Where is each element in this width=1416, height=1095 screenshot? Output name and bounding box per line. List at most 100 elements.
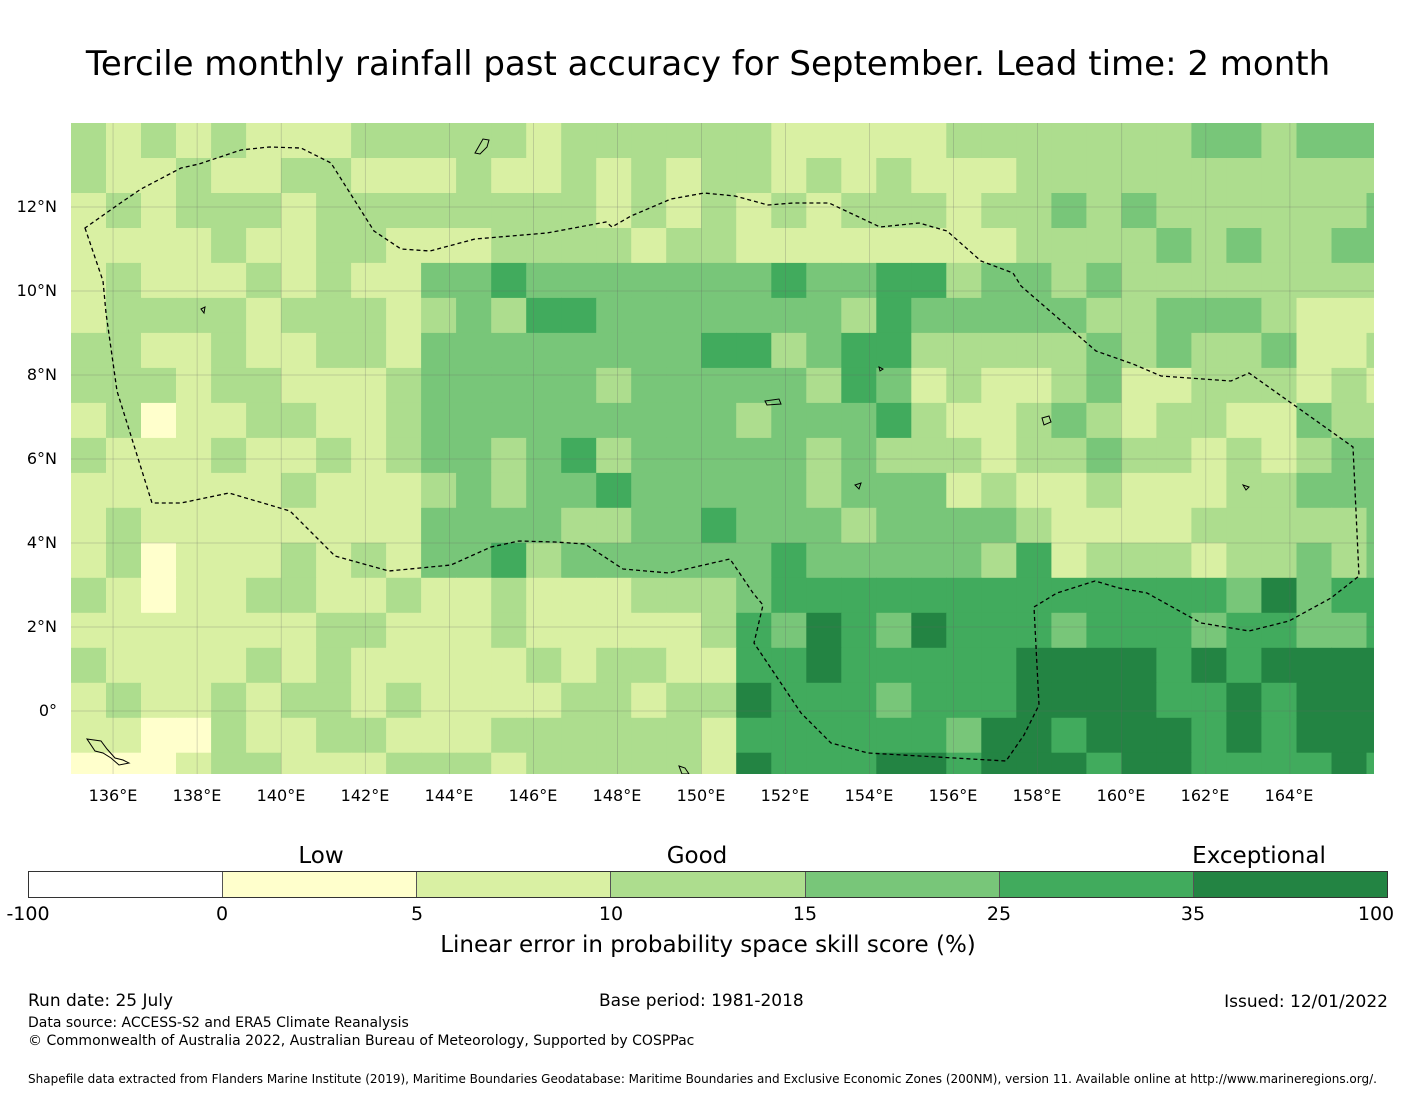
- skill-grid-cell: [631, 332, 667, 369]
- skill-grid-cell: [526, 123, 562, 159]
- skill-grid-cell: [841, 228, 877, 264]
- skill-grid-cell: [1191, 193, 1227, 229]
- skill-grid-cell: [141, 262, 177, 299]
- skill-grid-cell: [211, 577, 247, 614]
- skill-grid-cell: [911, 367, 947, 404]
- skill-grid-cell: [316, 123, 352, 159]
- skill-colorbar: [28, 871, 1388, 898]
- skill-grid-cell: [1121, 158, 1157, 194]
- skill-grid-cell: [351, 158, 387, 194]
- skill-grid-cell: [456, 402, 492, 439]
- skill-grid-cell: [736, 717, 772, 754]
- skill-grid-cell: [981, 682, 1017, 719]
- skill-grid-cell: [281, 717, 317, 754]
- skill-grid-cell: [386, 297, 422, 334]
- run-date: Run date: 25 July: [28, 991, 174, 1011]
- skill-grid-cell: [631, 507, 667, 544]
- skill-grid-cell: [841, 752, 877, 774]
- skill-grid-cell: [1051, 612, 1087, 649]
- skill-grid-cell: [456, 647, 492, 684]
- skill-grid-cell: [246, 752, 282, 774]
- lon-label: 162°E: [1180, 786, 1230, 805]
- skill-grid-cell: [561, 542, 597, 579]
- skill-grid-cell: [631, 717, 667, 754]
- skill-grid-cell: [596, 367, 632, 404]
- skill-grid-cell: [71, 717, 107, 754]
- skill-grid-cell: [946, 472, 982, 509]
- skill-grid-cell: [1016, 717, 1052, 754]
- skill-grid-cell: [71, 752, 107, 774]
- skill-grid-cell: [246, 682, 282, 719]
- skill-grid-cell: [596, 507, 632, 544]
- skill-grid-cell: [1366, 437, 1374, 474]
- skill-grid-cell: [701, 297, 737, 334]
- skill-grid-cell: [1296, 193, 1333, 229]
- skill-grid-cell: [526, 717, 562, 754]
- skill-grid-cell: [1366, 193, 1374, 229]
- lon-label: 138°E: [172, 786, 222, 805]
- skill-grid-cell: [141, 717, 177, 754]
- skill-grid-cell: [526, 193, 562, 229]
- skill-grid-cell: [526, 158, 562, 194]
- skill-grid-cell: [386, 367, 422, 404]
- skill-grid-cell: [386, 507, 422, 544]
- skill-grid-cell: [771, 507, 807, 544]
- skill-grid-cell: [1156, 262, 1192, 299]
- skill-grid-cell: [211, 297, 247, 334]
- skill-grid-cell: [491, 717, 527, 754]
- skill-grid-cell: [526, 577, 562, 614]
- skill-grid-cell: [456, 228, 492, 264]
- skill-grid-cell: [421, 123, 457, 159]
- skill-grid-cell: [526, 647, 562, 684]
- skill-grid-cell: [526, 682, 562, 719]
- skill-grid-cell: [561, 577, 597, 614]
- base-period: Base period: 1981-2018: [599, 991, 804, 1011]
- skill-grid-cell: [176, 402, 212, 439]
- skill-grid-cell: [666, 437, 702, 474]
- skill-grid-cell: [1086, 262, 1122, 299]
- skill-grid-cell: [876, 262, 912, 299]
- skill-grid-cell: [386, 193, 422, 229]
- skill-grid-cell: [1121, 472, 1157, 509]
- skill-grid-cell: [561, 158, 597, 194]
- skill-grid-cell: [106, 507, 142, 544]
- skill-grid-cell: [246, 158, 282, 194]
- skill-grid-cell: [491, 367, 527, 404]
- skill-grid-cell: [946, 332, 982, 369]
- skill-grid-cell: [561, 367, 597, 404]
- skill-grid-cell: [806, 228, 842, 264]
- skill-grid-cell: [666, 402, 702, 439]
- skill-grid-cell: [246, 262, 282, 299]
- skill-grid-cell: [1086, 297, 1122, 334]
- skill-grid-cell: [386, 472, 422, 509]
- skill-grid-cell: [316, 193, 352, 229]
- skill-grid-cell: [176, 612, 212, 649]
- skill-grid-cell: [806, 262, 842, 299]
- skill-grid-cell: [456, 612, 492, 649]
- skill-grid-cell: [1086, 472, 1122, 509]
- skill-grid-cell: [1226, 367, 1262, 404]
- skill-grid-cell: [1191, 717, 1227, 754]
- skill-grid-cell: [561, 332, 597, 369]
- skill-grid-cell: [841, 507, 877, 544]
- skill-grid-cell: [561, 262, 597, 299]
- skill-grid-cell: [1261, 123, 1297, 159]
- skill-grid-cell: [386, 542, 422, 579]
- skill-grid-cell: [281, 262, 317, 299]
- colorbar-segment: [222, 872, 417, 897]
- skill-grid-cell: [1191, 612, 1227, 649]
- skill-grid-cell: [456, 193, 492, 229]
- lon-label: 164°E: [1264, 786, 1314, 805]
- skill-grid-cell: [736, 682, 772, 719]
- skill-grid-cell: [1331, 123, 1368, 159]
- skill-grid-cell: [1296, 752, 1333, 774]
- skill-grid-cell: [841, 437, 877, 474]
- skill-grid-cell: [316, 332, 352, 369]
- skill-grid-cell: [421, 752, 457, 774]
- skill-grid-cell: [1016, 507, 1052, 544]
- skill-grid-cell: [666, 682, 702, 719]
- skill-grid-cell: [281, 437, 317, 474]
- skill-grid-cell: [911, 437, 947, 474]
- skill-grid-cell: [71, 577, 107, 614]
- skill-grid-cell: [876, 612, 912, 649]
